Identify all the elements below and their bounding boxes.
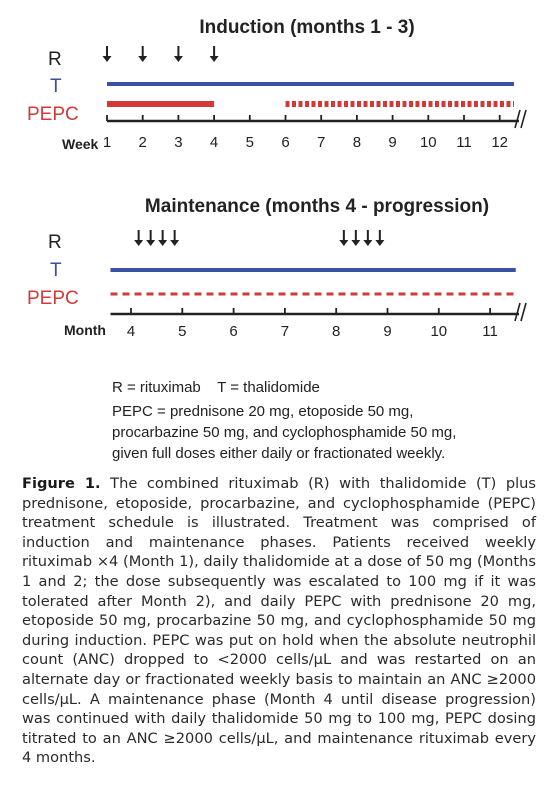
week-tick-label-10: 10 — [420, 134, 437, 151]
rituximab-arrow-group-2-1-head — [339, 240, 349, 246]
legend-pepc-line-3: given full doses either daily or fractio… — [112, 445, 445, 462]
month-tick-label-5: 5 — [178, 323, 186, 340]
figure-caption: Figure 1. The combined rituximab (R) wit… — [22, 474, 536, 768]
induction-t-label: T — [50, 76, 62, 97]
rituximab-arrow-group-1-3-head — [158, 240, 168, 246]
rituximab-arrow-group-2-2-head — [351, 240, 361, 246]
rituximab-arrow-2-head — [138, 56, 148, 62]
month-tick-label-6: 6 — [229, 323, 237, 340]
week-tick-label-5: 5 — [246, 134, 254, 151]
maintenance-axis-label: Month — [64, 322, 106, 338]
week-tick-label-9: 9 — [388, 134, 396, 151]
week-tick-label-6: 6 — [281, 134, 289, 151]
induction-r-label: R — [48, 49, 62, 70]
legend-pepc-line-2: procarbazine 50 mg, and cyclophosphamide… — [112, 424, 456, 441]
maintenance-rituximab-arrows — [134, 230, 385, 246]
maintenance-axis-ticks: 4 5 6 7 8 9 10 11 — [127, 308, 498, 340]
induction-title: Induction (months 1 - 3) — [199, 17, 414, 38]
rituximab-arrow-group-1-4-head — [170, 240, 180, 246]
week-tick-label-8: 8 — [353, 134, 361, 151]
week-tick-label-11: 11 — [456, 134, 472, 151]
month-tick-label-10: 10 — [430, 323, 447, 340]
maintenance-pepc-label: PEPC — [27, 288, 79, 309]
rituximab-arrow-group-2-3-head — [363, 240, 373, 246]
induction-axis-label: Week — [62, 136, 99, 152]
induction-pepc-label: PEPC — [27, 104, 79, 125]
month-tick-label-11: 11 — [482, 323, 498, 340]
month-tick-label-9: 9 — [383, 323, 391, 340]
week-tick-label-2: 2 — [139, 134, 147, 151]
month-tick-label-4: 4 — [127, 323, 135, 340]
rituximab-arrow-3-head — [173, 56, 183, 62]
month-tick-label-7: 7 — [281, 323, 289, 340]
legend-abbreviations: R = rituximab T = thalidomide — [112, 379, 320, 396]
month-tick-label-8: 8 — [332, 323, 340, 340]
induction-rituximab-arrows — [102, 46, 219, 62]
maintenance-r-label: R — [48, 232, 62, 253]
legend: R = rituximab T = thalidomide PEPC = pre… — [112, 379, 456, 462]
week-tick-label-7: 7 — [317, 134, 325, 151]
rituximab-arrow-4-head — [209, 56, 219, 62]
caption-text: The combined rituximab (R) with thalidom… — [22, 475, 536, 767]
week-tick-label-12: 12 — [491, 134, 508, 151]
maintenance-axis-break — [514, 302, 527, 322]
rituximab-arrow-group-1-1-head — [134, 240, 144, 246]
maintenance-title: Maintenance (months 4 - progression) — [145, 196, 489, 217]
rituximab-arrow-group-2-4-head — [375, 240, 385, 246]
week-tick-label-1: 1 — [103, 134, 111, 151]
caption-label: Figure 1. — [22, 475, 101, 492]
rituximab-arrow-1-head — [102, 56, 112, 62]
induction-axis-ticks: 1 2 3 4 5 6 7 8 9 10 11 12 — [103, 115, 508, 151]
week-tick-label-3: 3 — [174, 134, 182, 151]
induction-axis-break — [514, 109, 527, 129]
legend-pepc-line-1: PEPC = prednisone 20 mg, etoposide 50 mg… — [112, 403, 413, 420]
maintenance-t-label: T — [50, 260, 62, 281]
maintenance-panel: Maintenance (months 4 - progression) R T… — [27, 196, 527, 340]
rituximab-arrow-group-1-2-head — [146, 240, 156, 246]
week-tick-label-4: 4 — [210, 134, 218, 151]
